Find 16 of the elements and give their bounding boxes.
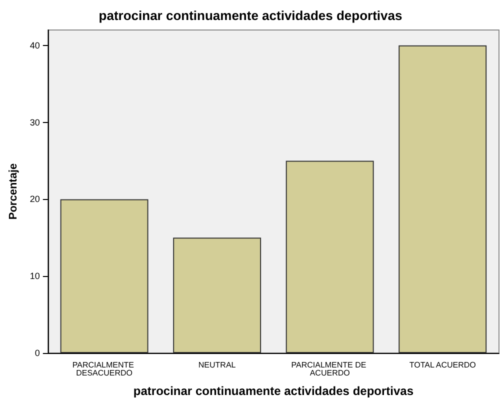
x-tick-label: TOTAL ACUERDO xyxy=(409,360,476,370)
bar xyxy=(173,238,262,353)
bar xyxy=(398,45,487,353)
bar xyxy=(286,160,374,353)
y-axis-title: Porcentaje xyxy=(8,163,20,220)
y-tick-label: 30 xyxy=(30,117,40,128)
x-tick-label: NEUTRAL xyxy=(198,360,236,370)
x-tick-label: PARCIALMENTE DE ACUERDO xyxy=(291,360,368,378)
y-tick-label: 0 xyxy=(34,348,40,358)
x-tick-label: PARCIALMENTE DESACUERDO xyxy=(72,360,136,378)
y-tick-label: 40 xyxy=(30,40,40,50)
chart-title: patrocinar continuamente actividades deportivas xyxy=(98,8,402,23)
y-tick-label: 10 xyxy=(30,271,40,282)
bar xyxy=(60,199,148,353)
x-axis-title: patrocinar continuamente actividades deportivas xyxy=(133,384,414,398)
y-tick-label: 20 xyxy=(30,194,40,204)
